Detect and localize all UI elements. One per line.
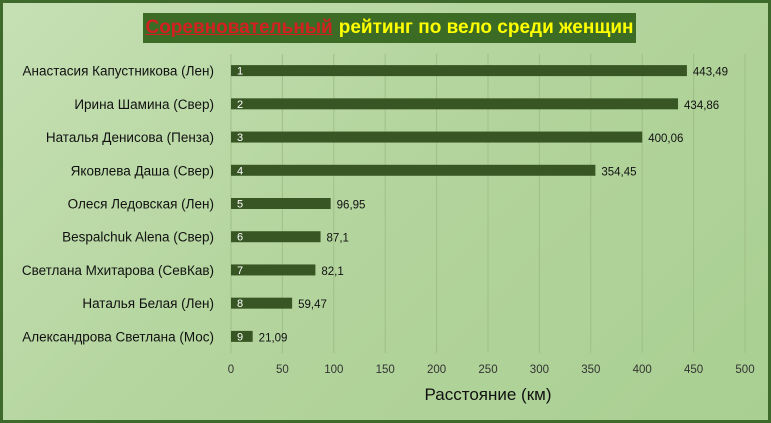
chart-title-rest: рейтинг по вело среди женщин <box>338 17 634 38</box>
x-tick-label: 250 <box>478 364 497 376</box>
x-tick-label: 100 <box>324 364 343 376</box>
data-label: 21,09 <box>259 332 288 344</box>
rank-label: 2 <box>237 99 243 111</box>
category-label: Яковлева Даша (Свер) <box>71 163 214 178</box>
data-label: 400,06 <box>648 133 683 145</box>
data-label: 59,47 <box>298 299 327 311</box>
data-label: 443,49 <box>693 67 728 79</box>
x-tick-label: 300 <box>530 364 549 376</box>
data-label: 354,45 <box>601 166 636 178</box>
rank-label: 8 <box>237 298 243 310</box>
data-label: 82,1 <box>321 266 343 278</box>
x-axis-title: Расстояние (км) <box>425 385 552 404</box>
bar <box>231 131 643 143</box>
bar <box>231 65 687 77</box>
category-label: Александрова Светлана (Мос) <box>22 329 214 344</box>
category-label: Анастасия Капустникова (Лен) <box>23 64 214 79</box>
chart-title: Соревновательный рейтинг по вело среди ж… <box>143 13 636 43</box>
x-tick-label: 350 <box>581 364 600 376</box>
x-tick-label: 50 <box>276 364 289 376</box>
bars: Анастасия Капустникова (Лен) 1 443,49 Ирина… <box>22 64 728 345</box>
x-axis-ticks: 0 50 100 150 200 250 300 350 400 450 500 <box>228 364 755 376</box>
x-tick-label: 0 <box>228 364 234 376</box>
x-tick-label: 150 <box>376 364 395 376</box>
rank-label: 9 <box>237 331 243 343</box>
bar <box>231 231 321 243</box>
bar <box>231 164 596 176</box>
rank-label: 3 <box>237 132 243 144</box>
data-label: 87,1 <box>327 233 349 245</box>
x-tick-label: 450 <box>684 364 703 376</box>
rank-label: 4 <box>237 165 243 177</box>
chart-title-highlight: Соревновательный <box>145 17 333 38</box>
bar <box>231 98 679 110</box>
bar <box>231 330 253 342</box>
category-label: Bespalchuk Alena (Свер) <box>62 230 214 245</box>
bar <box>231 198 331 209</box>
data-label: 96,95 <box>337 200 366 212</box>
rank-label: 6 <box>237 232 243 244</box>
x-tick-label: 200 <box>427 364 446 376</box>
rank-label: 1 <box>237 66 243 78</box>
bar <box>231 297 293 309</box>
rank-label: 7 <box>237 265 243 277</box>
category-label: Наталья Белая (Лен) <box>82 296 214 311</box>
data-label: 434,86 <box>684 100 719 112</box>
category-label: Наталья Денисова (Пенза) <box>46 130 214 145</box>
category-label: Светлана Мхитарова (СевКав) <box>22 263 214 278</box>
rank-label: 5 <box>237 199 243 211</box>
category-label: Ирина Шамина (Свер) <box>74 97 214 112</box>
x-tick-label: 400 <box>633 364 652 376</box>
category-label: Олеся Ледовская (Лен) <box>68 197 214 212</box>
bar <box>231 264 316 276</box>
x-tick-label: 500 <box>735 364 754 376</box>
